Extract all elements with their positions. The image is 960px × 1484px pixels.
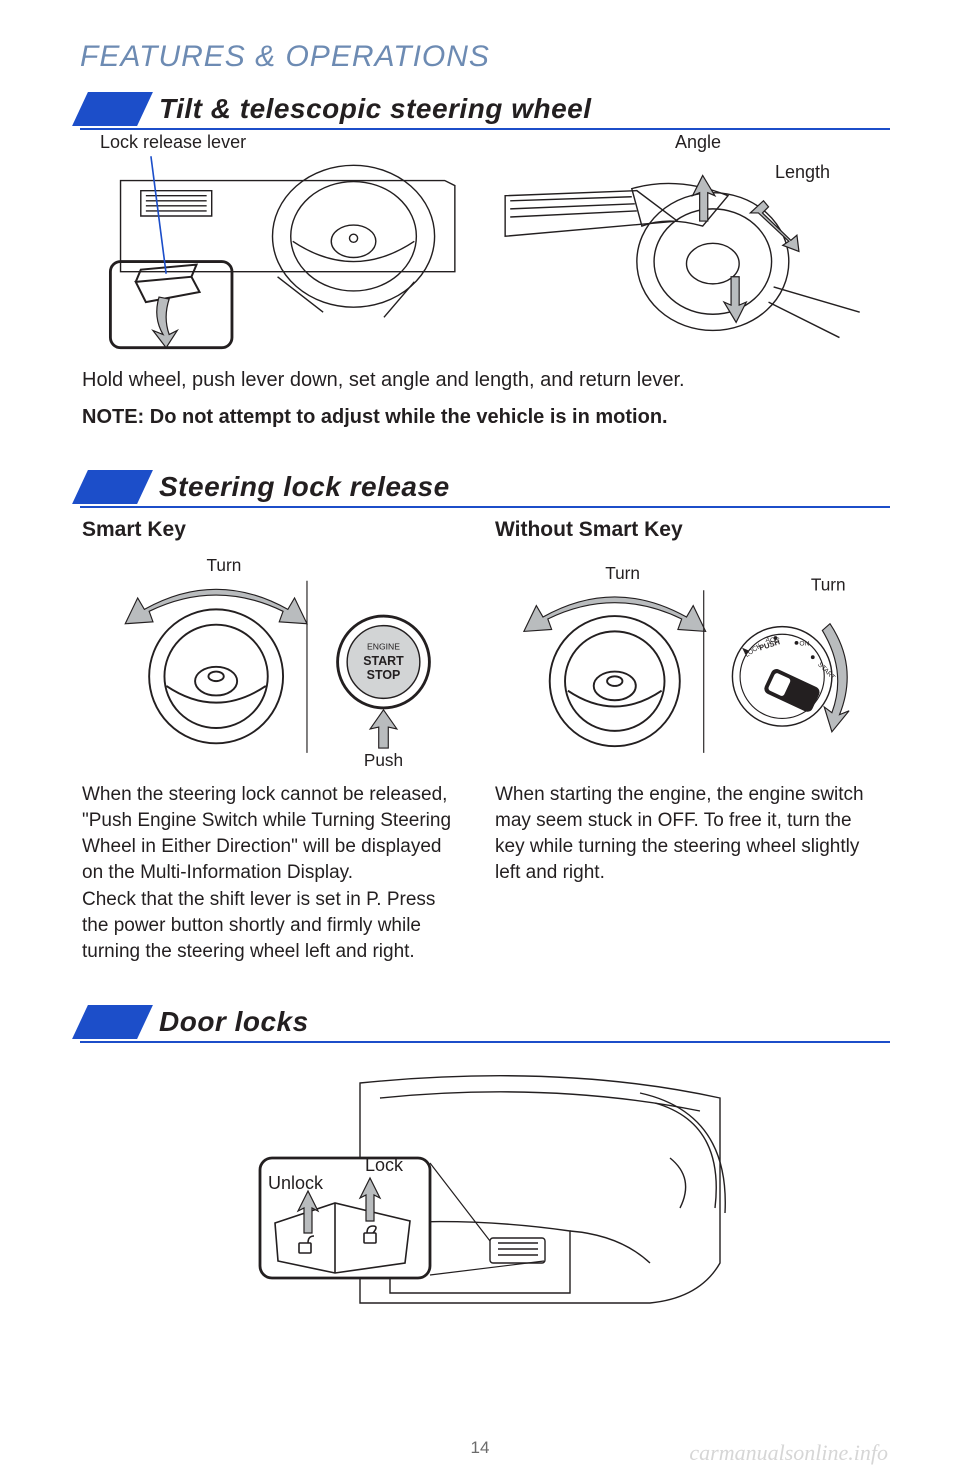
- steering-columns: Smart Key Turn: [82, 518, 878, 966]
- nosmart-subhead: Without Smart Key: [495, 518, 878, 542]
- tilt-note-text: NOTE: Do not attempt to adjust while the…: [82, 404, 878, 430]
- section-marker-icon: [72, 92, 153, 126]
- tilt-figures-row: Lock release lever: [80, 140, 880, 353]
- section-tilt-title: Tilt & telescopic steering wheel: [159, 93, 592, 125]
- section-door-title-row: Door locks: [80, 1005, 890, 1039]
- door-lock-figure: Lock Unlock: [220, 1063, 740, 1328]
- section-divider: [80, 1041, 890, 1043]
- section-steering-title-row: Steering lock release: [80, 470, 890, 504]
- svg-text:Turn: Turn: [811, 574, 846, 594]
- svg-text:Turn: Turn: [605, 563, 640, 583]
- tilt-figure-adjust: Angle Length: [495, 140, 880, 353]
- section-door-title: Door locks: [159, 1006, 309, 1038]
- page-header: FEATURES & OPERATIONS: [80, 40, 890, 74]
- section-tilt-title-row: Tilt & telescopic steering wheel: [80, 92, 890, 126]
- door-lock-illustration: Lock Unlock: [220, 1063, 740, 1323]
- nosmart-illustration: Turn Turn: [495, 552, 878, 772]
- section-marker-icon: [72, 1005, 153, 1039]
- watermark: carmanualsonline.info: [689, 1440, 888, 1466]
- smart-key-figure: Turn ENGINE: [82, 552, 465, 772]
- smart-key-text: When the steering lock cannot be release…: [82, 782, 465, 966]
- svg-text:STOP: STOP: [367, 668, 401, 682]
- tilt-body-text: Hold wheel, push lever down, set angle a…: [82, 367, 878, 394]
- svg-text:Lock: Lock: [365, 1155, 404, 1175]
- tilt-lever-illustration: [80, 140, 465, 353]
- svg-text:START: START: [363, 654, 404, 668]
- section-divider: [80, 128, 890, 130]
- smart-key-subhead: Smart Key: [82, 518, 465, 542]
- tilt-figure-lever: Lock release lever: [80, 140, 465, 353]
- svg-text:Unlock: Unlock: [268, 1173, 324, 1193]
- section-marker-icon: [72, 470, 153, 504]
- nosmart-figure: Turn Turn: [495, 552, 878, 772]
- nosmart-text: When starting the engine, the engine swi…: [495, 782, 878, 887]
- smart-key-column: Smart Key Turn: [82, 518, 465, 966]
- svg-text:ON: ON: [799, 640, 809, 647]
- label-turn: Turn: [207, 555, 242, 575]
- svg-text:ENGINE: ENGINE: [367, 641, 400, 651]
- label-length: Length: [775, 162, 830, 183]
- svg-text:Push: Push: [364, 750, 403, 770]
- label-angle: Angle: [675, 132, 721, 153]
- nosmart-column: Without Smart Key Turn Turn: [495, 518, 878, 966]
- smart-key-illustration: Turn ENGINE: [82, 552, 465, 772]
- section-steering-title: Steering lock release: [159, 471, 450, 503]
- label-lock-release-lever: Lock release lever: [100, 132, 246, 153]
- section-divider: [80, 506, 890, 508]
